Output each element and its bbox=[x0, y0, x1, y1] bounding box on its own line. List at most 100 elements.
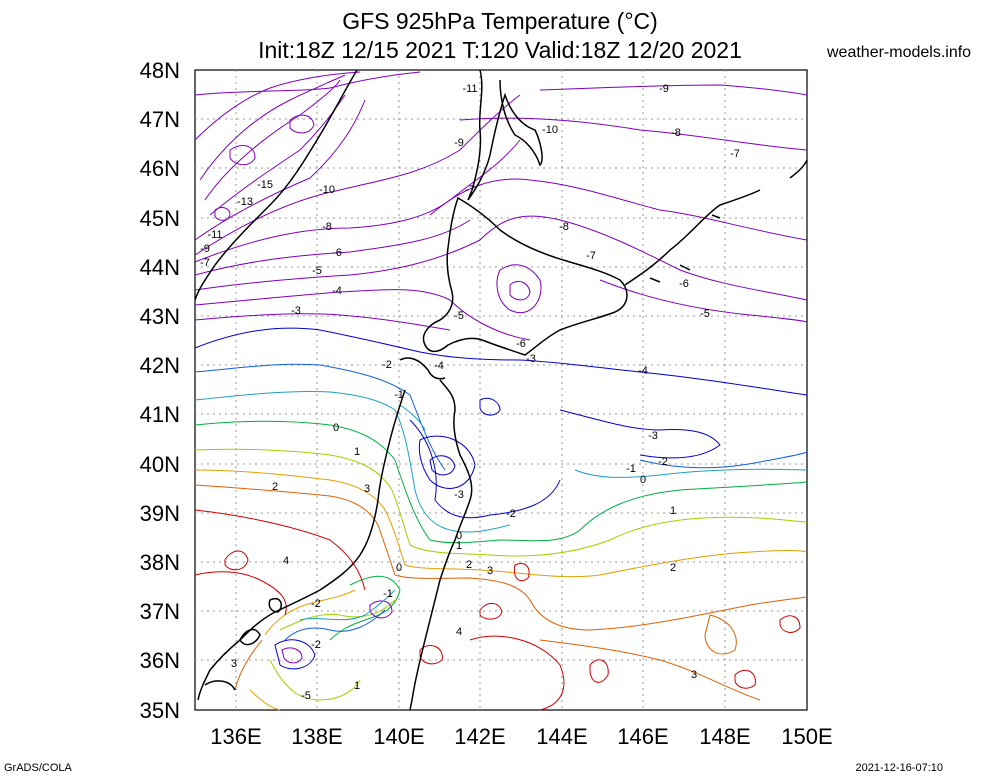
contour-line bbox=[539, 639, 761, 701]
lat-label: 38N bbox=[140, 550, 180, 575]
contour-line bbox=[194, 313, 451, 331]
contour-line bbox=[224, 550, 249, 571]
contour-line bbox=[234, 639, 263, 691]
contour-label: -7 bbox=[586, 250, 596, 262]
contour-line bbox=[264, 589, 356, 636]
contour-line bbox=[194, 219, 471, 276]
contour-label: -2 bbox=[658, 456, 668, 468]
contour-line bbox=[369, 600, 393, 619]
contour-line bbox=[399, 404, 426, 431]
contour-label: -5 bbox=[700, 308, 710, 320]
contour-label: -7 bbox=[200, 257, 210, 269]
coastlines bbox=[194, 69, 808, 711]
grid bbox=[195, 70, 807, 710]
lat-label: 41N bbox=[140, 402, 180, 427]
contour-label: -8 bbox=[322, 221, 332, 233]
contour-label: -6 bbox=[332, 247, 342, 259]
contour-line bbox=[734, 669, 756, 689]
contour-label: 0 bbox=[456, 530, 462, 542]
contour-label: 1 bbox=[670, 505, 676, 517]
contour-label: -9 bbox=[454, 137, 464, 149]
lat-label: 37N bbox=[140, 599, 180, 624]
contour-label: 3 bbox=[487, 565, 493, 577]
contour-label: -6 bbox=[679, 278, 689, 290]
lat-label: 46N bbox=[140, 156, 180, 181]
contour-line bbox=[279, 599, 396, 631]
temperature-contours bbox=[194, 71, 808, 711]
contour-line bbox=[599, 279, 808, 323]
contour-label: -1 bbox=[626, 463, 636, 475]
lon-label: 136E bbox=[210, 724, 261, 749]
contour-line bbox=[194, 363, 446, 471]
contour-line bbox=[274, 639, 316, 670]
footer-timestamp: 2021-12-16-07:10 bbox=[855, 762, 943, 774]
contour-label: 3 bbox=[691, 669, 697, 681]
contour-line bbox=[539, 84, 808, 96]
lat-label: 47N bbox=[140, 107, 180, 132]
lon-label: 140E bbox=[373, 724, 424, 749]
coastline-hokkaido bbox=[422, 196, 628, 356]
contour-label: 1 bbox=[354, 680, 360, 692]
contour-line bbox=[229, 145, 256, 166]
contour-line bbox=[194, 469, 808, 578]
contour-line bbox=[418, 435, 476, 489]
lon-axis: 136E 138E 140E 142E 144E 146E 148E 150E bbox=[210, 724, 832, 749]
coastline-noto bbox=[239, 628, 261, 646]
contour-label: -2 bbox=[311, 639, 321, 651]
coastline-sado bbox=[268, 598, 282, 613]
contour-line bbox=[194, 327, 808, 396]
contour-line bbox=[409, 419, 561, 519]
lat-label: 48N bbox=[140, 58, 180, 83]
contour-label: -3 bbox=[291, 305, 301, 317]
contour-label: 2 bbox=[466, 559, 472, 571]
lat-label: 36N bbox=[140, 648, 180, 673]
contour-label: 1 bbox=[354, 446, 360, 458]
contour-label: -3 bbox=[648, 430, 658, 442]
contour-line bbox=[429, 178, 808, 241]
lon-label: 138E bbox=[291, 724, 342, 749]
coastline-honshu bbox=[409, 379, 473, 711]
contour-line bbox=[429, 455, 456, 476]
contour-line bbox=[779, 615, 801, 633]
contour-label: -9 bbox=[200, 243, 210, 255]
contour-label: 3 bbox=[231, 658, 237, 670]
coastline-oki bbox=[204, 680, 236, 691]
contour-label: 4 bbox=[456, 626, 462, 638]
contour-label: 0 bbox=[396, 562, 402, 574]
lon-label: 148E bbox=[699, 724, 750, 749]
coastline-tsugaru bbox=[399, 357, 446, 380]
contour-label: -4 bbox=[638, 365, 648, 377]
contour-line bbox=[574, 468, 808, 478]
contour-line bbox=[194, 509, 366, 591]
contour-line bbox=[194, 391, 511, 533]
contour-line bbox=[281, 647, 303, 664]
contour-line bbox=[479, 603, 503, 620]
contour-line bbox=[194, 289, 531, 341]
contour-label: -7 bbox=[730, 148, 740, 160]
lat-label: 35N bbox=[140, 698, 180, 723]
contour-label: -4 bbox=[434, 360, 444, 372]
lat-label: 44N bbox=[140, 255, 180, 280]
contour-line bbox=[496, 264, 542, 314]
contour-label: 2 bbox=[272, 481, 278, 493]
contour-label: -7 bbox=[465, 184, 475, 196]
coastline-kurils bbox=[624, 159, 808, 286]
contour-label: 0 bbox=[333, 422, 339, 434]
lon-label: 144E bbox=[536, 724, 587, 749]
contour-line bbox=[249, 689, 281, 711]
contour-label: -1 bbox=[383, 588, 393, 600]
map-frame bbox=[194, 69, 808, 711]
contour-line bbox=[469, 635, 565, 711]
contour-label: -3 bbox=[454, 489, 464, 501]
lat-label: 40N bbox=[140, 452, 180, 477]
contour-label: -11 bbox=[207, 229, 222, 241]
chart-subtitle: Init:18Z 12/15 2021 T:120 Valid:18Z 12/2… bbox=[258, 37, 742, 63]
lon-label: 150E bbox=[781, 724, 832, 749]
contour-labels: -11 -10 -9 -9 -8 -7 -15 -10 -13 -7 -8 -1… bbox=[200, 83, 740, 702]
coastline-sakhalin bbox=[467, 69, 543, 201]
contour-line bbox=[329, 575, 401, 641]
contour-line bbox=[509, 281, 531, 301]
contour-label: -15 bbox=[257, 179, 273, 191]
contour-label: -5 bbox=[454, 310, 464, 322]
contour-label: -10 bbox=[542, 124, 558, 136]
